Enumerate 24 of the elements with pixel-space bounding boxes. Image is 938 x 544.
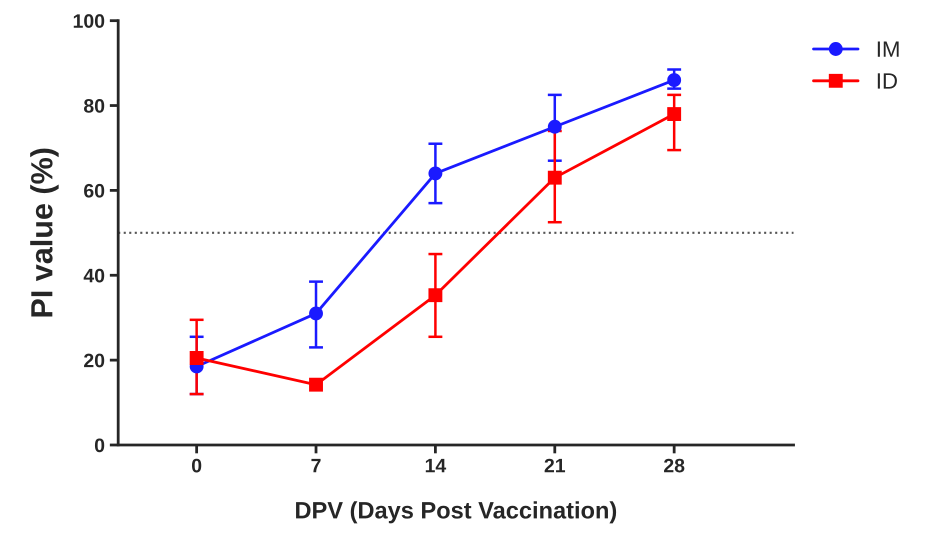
point [667,107,682,121]
point [548,170,562,185]
y-tick-label: 60 [84,184,104,198]
point [309,306,323,320]
point [428,166,442,180]
legend-label: IM [878,41,899,57]
legend-label: ID [878,73,897,89]
x-axis-title: DPV (Days Post Vaccination) [296,501,616,524]
x-tick-label: 28 [664,458,684,472]
x-tick-label: 0 [192,458,202,472]
x-tick-label: 7 [311,458,321,472]
point [190,351,204,365]
y-tick-label: 100 [74,14,104,28]
y-tick-label: 20 [84,354,104,368]
y-axis-title: PI value (%) [30,148,59,317]
y-tick-label: 80 [84,99,104,113]
y-tick-label: 0 [94,438,104,452]
point [309,378,323,392]
point [667,73,682,88]
x-tick-label: 14 [426,458,446,472]
y-tick-label: 40 [84,268,104,282]
point [428,288,442,302]
point [548,120,562,134]
x-tick-label: 21 [544,458,566,472]
